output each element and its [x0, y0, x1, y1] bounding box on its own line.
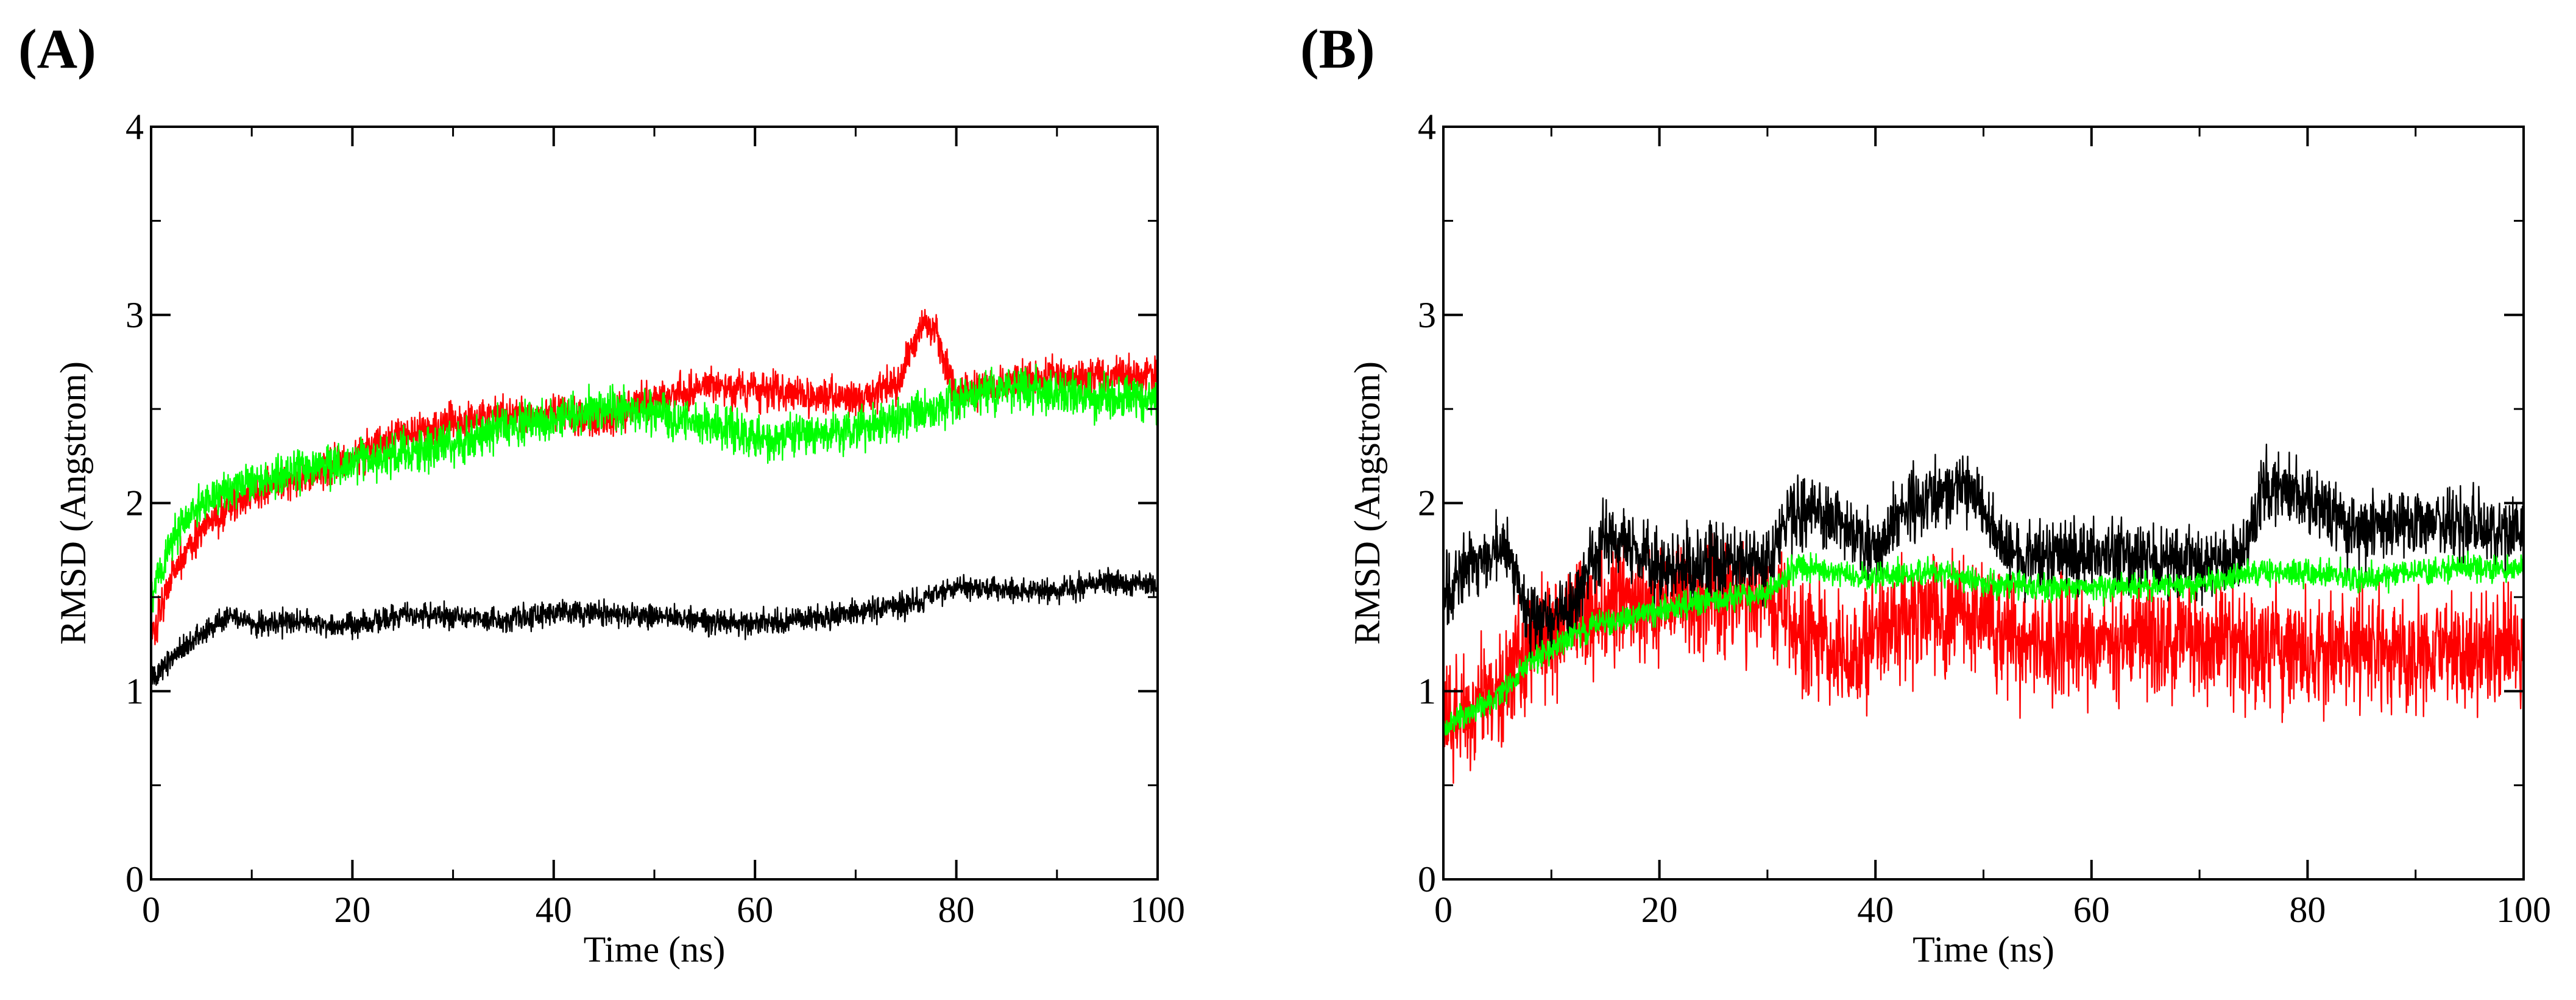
- x-axis-title: Time (ns): [584, 929, 726, 970]
- chart-a: 0 20 40 60 80 100 0 1 2 3 4 Time (ns) RMSD (Angstrom…: [53, 107, 1185, 970]
- x-axis-title: Time (ns): [1913, 929, 2054, 970]
- chart-b: 0 20 40 60 80 100 0 1 2 3 4 Time (ns) RMSD (Angstrom…: [1347, 107, 2551, 970]
- series-black-line: [1443, 444, 2524, 662]
- y-tick-label: 3: [126, 295, 144, 335]
- x-tick-label: 80: [2289, 890, 2326, 930]
- y-tick-label: 0: [1418, 859, 1436, 899]
- x-tick-label: 100: [2496, 890, 2551, 930]
- series-black-line: [151, 567, 1158, 686]
- x-tick-label: 60: [737, 890, 773, 930]
- x-tick-label: 100: [1130, 890, 1185, 930]
- series-green-line: [151, 363, 1158, 613]
- y-tick-label: 3: [1418, 295, 1436, 335]
- y-tick-label: 4: [1418, 107, 1436, 147]
- x-tick-label: 20: [1641, 890, 1678, 930]
- panel-b: (B) 0 20 40 60 80 100 0 1 2 3 4 Time (ns) RMSD (Angs…: [1288, 0, 2576, 1000]
- y-tick-label: 4: [126, 107, 144, 147]
- x-tick-label: 20: [334, 890, 370, 930]
- panel-a: (A) 0 20 40 60 80 100 0 1 2 3 4 Time (ns) RMSD (Angs…: [18, 18, 1185, 970]
- x-tick-label: 40: [1857, 890, 1894, 930]
- series-green-line: [1443, 550, 2524, 736]
- panel-a-label: (A): [18, 18, 96, 80]
- y-tick-label: 0: [126, 859, 144, 899]
- y-tick-label: 2: [1418, 483, 1436, 523]
- x-tick-label: 0: [1434, 890, 1453, 930]
- x-tick-label: 40: [536, 890, 572, 930]
- y-tick-label: 2: [126, 483, 144, 523]
- panel-b-label: (B): [1300, 18, 1375, 80]
- x-tick-label: 60: [2073, 890, 2110, 930]
- y-axis-title: RMSD (Angstrom): [53, 361, 93, 645]
- y-tick-label: 1: [1418, 671, 1436, 711]
- series-red-line: [1443, 525, 2524, 784]
- plot-frame: [150, 126, 1159, 881]
- x-tick-label: 80: [938, 890, 975, 930]
- y-axis-title: RMSD (Angstrom): [1347, 361, 1387, 645]
- x-tick-label: 0: [142, 890, 160, 930]
- y-tick-label: 1: [126, 671, 144, 711]
